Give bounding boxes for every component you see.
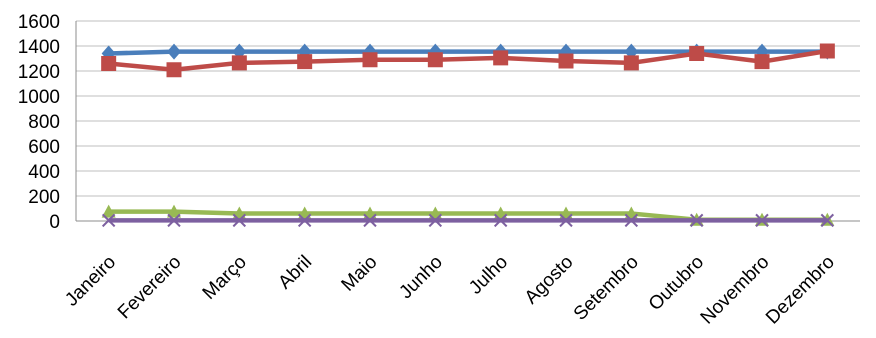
series-4-point — [755, 213, 769, 228]
x-tick-label: Junho — [395, 252, 446, 303]
y-tick-label: 1000 — [18, 87, 60, 108]
series-1-point — [167, 43, 181, 60]
y-tick-label: 800 — [28, 112, 60, 133]
series-2-point — [493, 50, 509, 66]
y-axis-tick-labels: 0 200 400 600 800 1000 1200 1400 1600 — [18, 12, 60, 233]
series-2-point — [754, 54, 770, 70]
series-2-point — [427, 52, 443, 68]
series-4-point — [493, 213, 508, 228]
x-tick-label: Janeiro — [61, 252, 120, 311]
series-2-point — [362, 52, 378, 68]
series-3-point — [167, 204, 181, 218]
series-4-point — [363, 213, 377, 228]
x-tick-label: Julho — [465, 252, 512, 299]
series-4-point — [689, 213, 704, 228]
series-2-point — [689, 46, 705, 61]
series-2-point — [558, 53, 574, 69]
series-4-point — [232, 213, 247, 228]
series-4-point — [101, 213, 116, 228]
x-tick-label: Setembro — [570, 252, 643, 325]
x-tick-label: Novembro — [697, 252, 774, 329]
series-3-point — [101, 204, 116, 218]
series-4-point — [428, 213, 443, 228]
series-group — [101, 43, 835, 228]
y-tick-label: 600 — [28, 137, 60, 158]
x-tick-label: Outubro — [645, 252, 708, 315]
series-4-point — [559, 213, 573, 228]
series-4 — [101, 213, 835, 228]
x-tick-label: Agosto — [521, 252, 578, 309]
series-4-point — [167, 213, 181, 228]
series-2-point — [819, 43, 835, 59]
series-2-point — [297, 54, 313, 70]
y-tick-label: 200 — [28, 187, 60, 208]
series-2-point — [623, 55, 639, 71]
gridlines — [75, 20, 860, 222]
x-tick-label: Março — [199, 252, 251, 304]
series-4-point — [297, 213, 312, 228]
series-4-point — [624, 213, 639, 228]
x-tick-label: Maio — [338, 252, 382, 296]
series-2-line — [108, 48, 828, 73]
y-tick-label: 1200 — [18, 62, 60, 83]
x-tick-label: Dezembro — [762, 252, 839, 329]
y-tick-label: 0 — [49, 212, 60, 233]
series-2-point — [101, 56, 117, 71]
y-tick-label: 1400 — [18, 37, 60, 58]
series-2 — [101, 43, 835, 78]
series-2-point — [231, 55, 247, 71]
series-2-point — [166, 62, 182, 78]
y-tick-label: 1600 — [18, 12, 60, 33]
y-tick-label: 400 — [28, 162, 60, 183]
x-tick-label: Abril — [274, 252, 316, 294]
series-4-point — [820, 213, 835, 228]
series-1-line — [108, 49, 828, 56]
x-tick-label: Fevereiro — [114, 252, 186, 324]
